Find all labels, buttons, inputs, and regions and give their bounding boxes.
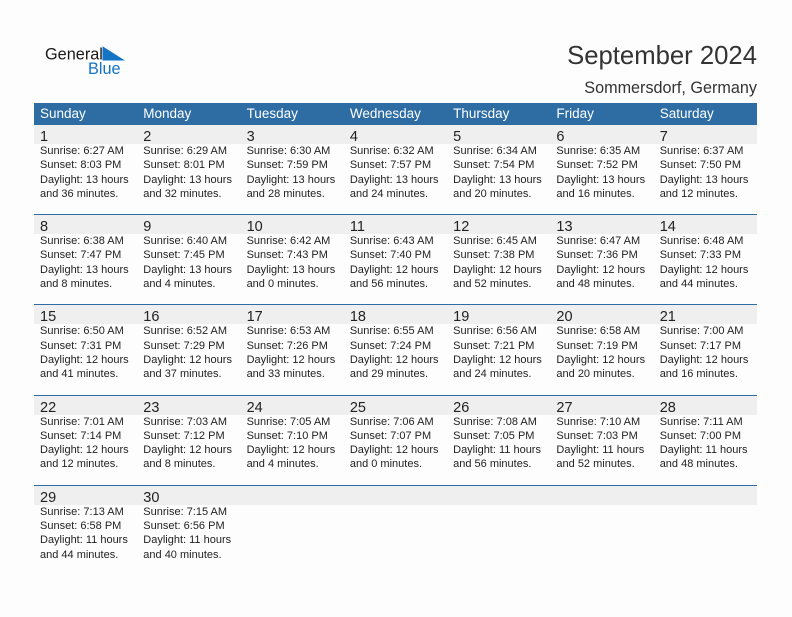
svg-text:Blue: Blue [88,60,121,78]
